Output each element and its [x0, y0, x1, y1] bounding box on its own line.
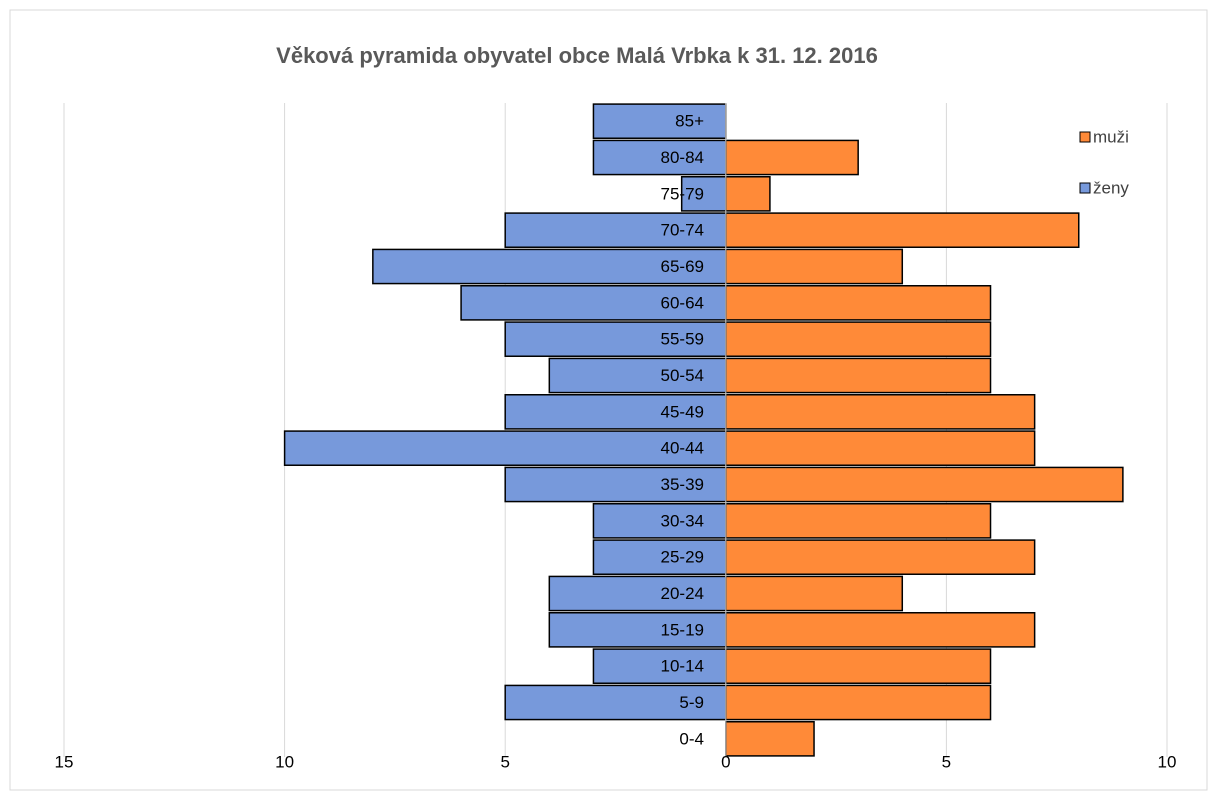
- y-tick-label: 25-29: [661, 548, 704, 567]
- bar: [592, 103, 727, 139]
- x-tick-label: 10: [275, 752, 294, 771]
- y-tick-label: 65-69: [661, 257, 704, 276]
- bar: [725, 648, 992, 684]
- labels: 15 10 5 0 5 10 0-4 5-9 10-14 15-19 20-24 25-29 30-34…: [55, 112, 1177, 772]
- bar: [504, 394, 727, 430]
- y-tick-label: 10-14: [661, 657, 704, 676]
- bar: [725, 248, 904, 285]
- x-tick-label: 15: [55, 752, 74, 771]
- bar: [460, 285, 727, 321]
- y-tick-label: 35-39: [661, 475, 704, 494]
- bars: [283, 103, 1124, 757]
- x-tick-label: 10: [1158, 752, 1177, 771]
- bar: [725, 394, 1036, 430]
- bar: [725, 176, 771, 212]
- y-tick-label: 15-19: [661, 620, 704, 639]
- y-tick-label: 0-4: [679, 729, 704, 748]
- chart-title: Věková pyramida obyvatel obce Malá Vrbka…: [276, 43, 878, 68]
- y-tick-label: 70-74: [661, 221, 704, 240]
- y-tick-label: 40-44: [661, 439, 704, 458]
- bar: [725, 612, 1036, 648]
- bar: [504, 212, 727, 248]
- y-tick-label: 80-84: [661, 148, 704, 167]
- bar: [725, 321, 992, 357]
- bar: [725, 575, 904, 612]
- y-tick-label: 20-24: [661, 584, 704, 603]
- y-tick-label: 30-34: [661, 511, 704, 530]
- bar: [283, 430, 727, 466]
- y-tick-label: 60-64: [661, 293, 704, 312]
- bar: [725, 212, 1080, 248]
- bar: [725, 285, 992, 321]
- bar: [725, 684, 992, 721]
- legend-swatch: [1079, 182, 1091, 194]
- legend-label: muži: [1093, 127, 1129, 146]
- bar: [725, 539, 1036, 575]
- x-tick-label: 5: [500, 752, 509, 771]
- bar: [592, 503, 727, 539]
- bar: [725, 466, 1124, 503]
- x-tick-label: 5: [942, 752, 951, 771]
- bar: [680, 176, 727, 212]
- legend-swatch: [1079, 131, 1091, 143]
- grid: [63, 103, 1168, 757]
- bar: [504, 321, 727, 357]
- bar: [548, 357, 727, 394]
- bar: [725, 503, 992, 539]
- y-tick-label: 55-59: [661, 330, 704, 349]
- y-tick-label: 5-9: [679, 693, 704, 712]
- y-tick-label: 85+: [675, 112, 704, 131]
- legend-label: ženy: [1093, 178, 1129, 197]
- y-tick-label: 75-79: [661, 184, 704, 203]
- y-tick-label: 45-49: [661, 402, 704, 421]
- bar: [372, 248, 727, 285]
- bar: [725, 430, 1036, 466]
- bar: [725, 721, 815, 757]
- y-tick-label: 50-54: [661, 366, 704, 385]
- bar: [592, 539, 727, 575]
- bar: [725, 139, 859, 176]
- bar: [725, 357, 992, 394]
- x-tick-label: 0: [721, 752, 730, 771]
